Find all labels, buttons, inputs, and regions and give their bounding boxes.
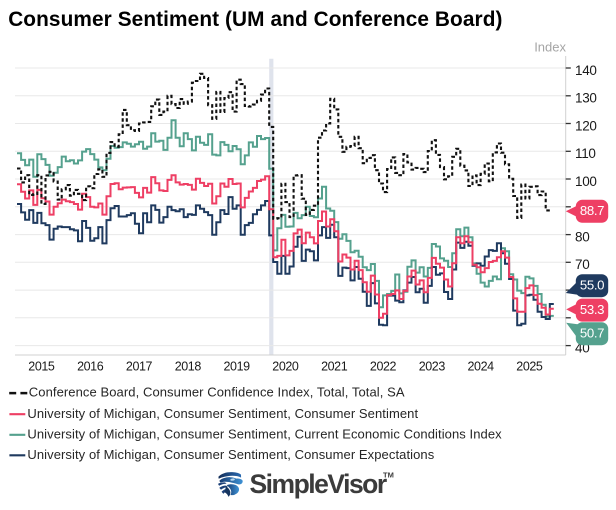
svg-text:140: 140	[575, 63, 597, 78]
svg-text:2018: 2018	[175, 359, 202, 373]
svg-text:2020: 2020	[272, 359, 299, 373]
svg-text:2021: 2021	[321, 359, 348, 373]
svg-text:2016: 2016	[77, 359, 104, 373]
svg-text:53.3: 53.3	[580, 302, 604, 317]
svg-text:SimpleVisor: SimpleVisor	[250, 469, 387, 499]
svg-text:Index: Index	[534, 40, 566, 55]
svg-text:50.7: 50.7	[580, 326, 604, 341]
svg-text:2015: 2015	[28, 359, 55, 373]
svg-text:80: 80	[575, 229, 589, 244]
svg-text:2022: 2022	[370, 359, 397, 373]
svg-text:University of Michigan, Consum: University of Michigan, Consumer Sentime…	[27, 426, 502, 441]
svg-text:120: 120	[575, 118, 597, 133]
svg-text:Conference Board, Consumer Con: Conference Board, Consumer Confidence In…	[29, 385, 405, 400]
svg-text:2025: 2025	[516, 359, 543, 373]
svg-text:2017: 2017	[126, 359, 153, 373]
svg-text:110: 110	[575, 146, 596, 161]
svg-text:2019: 2019	[223, 359, 250, 373]
svg-text:University of Michigan, Consum: University of Michigan, Consumer Sentime…	[27, 447, 434, 462]
svg-text:100: 100	[575, 174, 597, 189]
svg-text:88.7: 88.7	[580, 203, 604, 218]
svg-text:2023: 2023	[419, 359, 446, 373]
svg-text:Consumer Sentiment (UM and Con: Consumer Sentiment (UM and Conference Bo…	[8, 8, 502, 31]
svg-text:2024: 2024	[467, 359, 494, 373]
svg-text:130: 130	[575, 91, 597, 106]
svg-text:70: 70	[575, 257, 589, 272]
svg-text:University of Michigan, Consum: University of Michigan, Consumer Sentime…	[27, 406, 418, 421]
svg-text:55.0: 55.0	[580, 278, 604, 293]
svg-text:TM: TM	[383, 471, 394, 480]
